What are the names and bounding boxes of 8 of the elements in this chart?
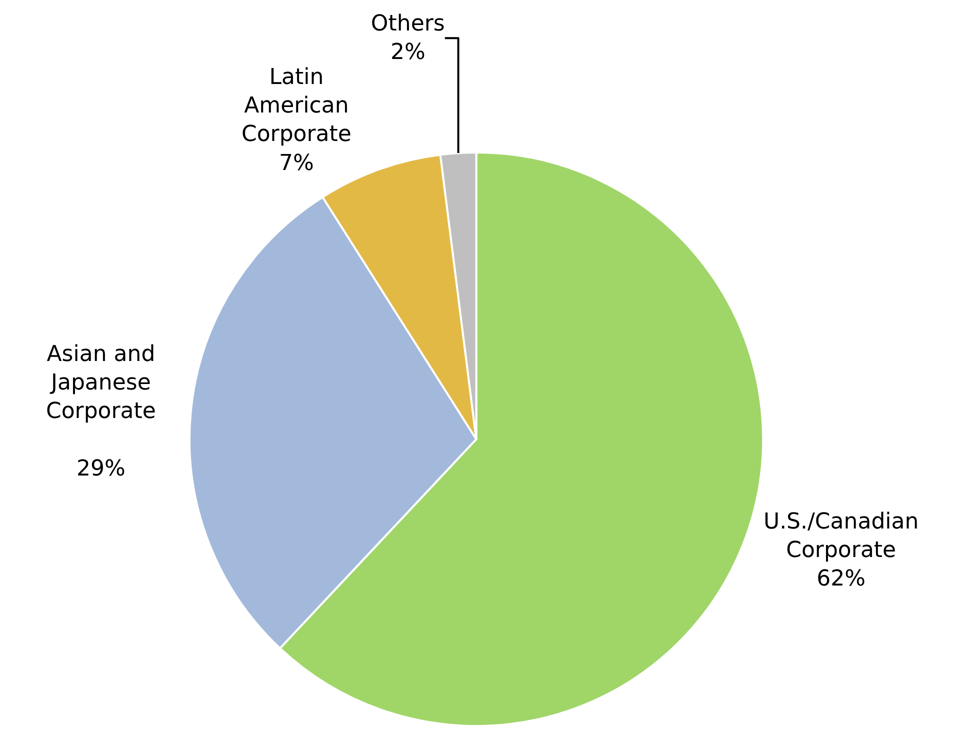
slice-label: Asian and Japanese Corporate bbox=[46, 342, 156, 424]
data-label: 2% bbox=[390, 40, 426, 65]
data-label: 7% bbox=[278, 150, 314, 176]
slice-label: U.S./Canadian Corporate bbox=[763, 509, 919, 563]
data-label: 62% bbox=[816, 566, 866, 592]
slice-label: Latin American Corporate bbox=[241, 64, 352, 148]
data-label: 29% bbox=[76, 456, 126, 482]
slice-label: Others bbox=[370, 11, 445, 36]
